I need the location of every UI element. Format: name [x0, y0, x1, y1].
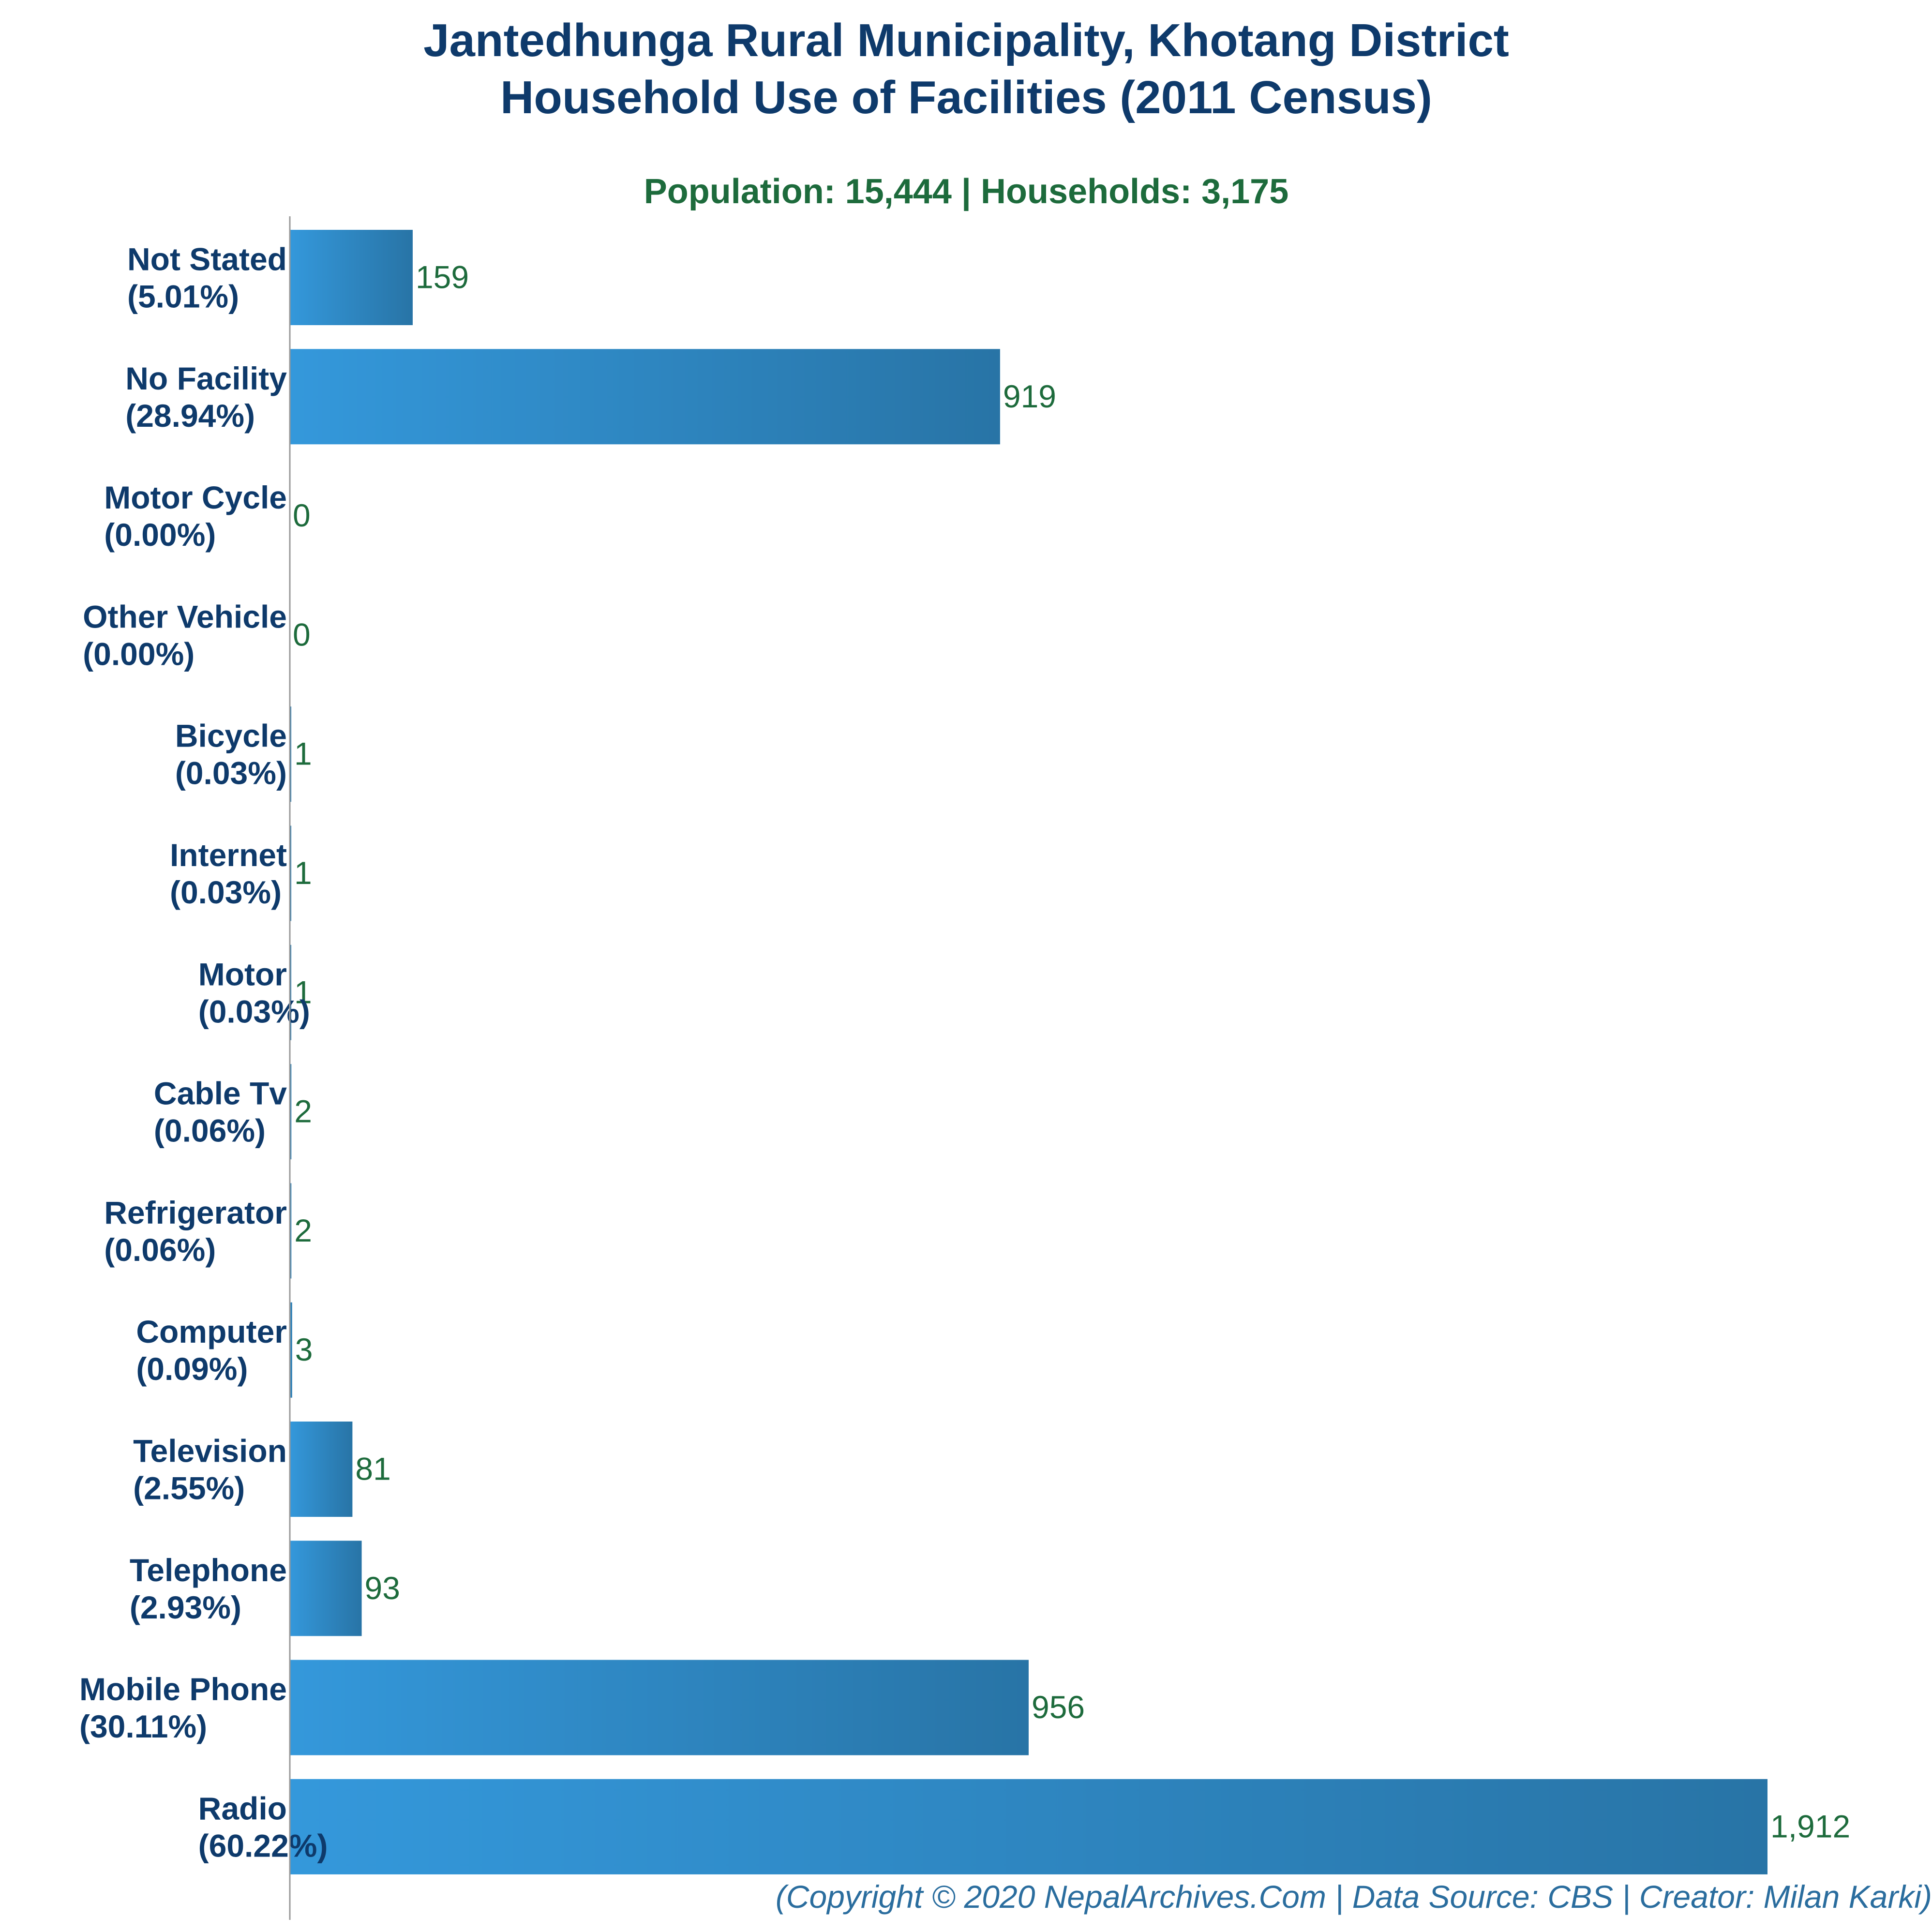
- bar-television: [290, 1422, 353, 1517]
- category-label: Bicycle: [175, 718, 287, 754]
- category-percent-label: (0.00%): [104, 517, 216, 553]
- category-label: No Facility: [125, 360, 287, 396]
- category-percent-label: (5.01%): [127, 279, 239, 315]
- category-percent-label: (0.00%): [83, 636, 195, 672]
- chart-subtitle: Population: 15,444 | Households: 3,175: [644, 172, 1289, 211]
- value-label: 1: [294, 974, 312, 1010]
- chart-title-line-2: Household Use of Facilities (2011 Census…: [500, 72, 1432, 123]
- category-percent-label: (2.93%): [130, 1589, 241, 1625]
- value-label: 2: [294, 1213, 312, 1248]
- bar-no-facility: [290, 349, 1000, 445]
- value-label: 0: [293, 497, 311, 533]
- bar-cable-tv: [290, 1064, 292, 1160]
- value-label: 0: [293, 616, 311, 652]
- category-percent-label: (0.09%): [136, 1351, 248, 1387]
- value-label: 919: [1003, 378, 1056, 414]
- category-label: Cable Tv: [154, 1076, 287, 1111]
- value-label: 159: [416, 259, 469, 295]
- category-percent-label: (60.22%): [198, 1827, 328, 1863]
- bar-computer: [290, 1302, 292, 1398]
- category-label: Mobile Phone: [79, 1671, 287, 1707]
- category-percent-label: (0.03%): [198, 993, 310, 1029]
- category-percent-label: (0.06%): [104, 1232, 216, 1268]
- bar-not-stated: [290, 230, 413, 325]
- category-label: Not Stated: [127, 241, 287, 277]
- bar-mobile-phone: [290, 1660, 1029, 1755]
- bar-telephone: [290, 1541, 362, 1636]
- chart-title-line-1: Jantedhunga Rural Municipality, Khotang …: [423, 15, 1509, 66]
- category-label: Refrigerator: [104, 1195, 287, 1230]
- category-label: Other Vehicle: [83, 599, 287, 634]
- value-label: 1: [294, 736, 312, 772]
- value-label: 2: [294, 1093, 312, 1129]
- value-label: 1,912: [1770, 1808, 1850, 1844]
- category-label: Internet: [170, 837, 287, 873]
- value-label: 93: [365, 1570, 400, 1606]
- category-label: Computer: [136, 1314, 287, 1349]
- category-label: Motor: [198, 956, 287, 992]
- value-label: 81: [355, 1451, 390, 1487]
- chart-footer: (Copyright © 2020 NepalArchives.Com | Da…: [776, 1879, 1932, 1916]
- category-label: Radio: [198, 1790, 287, 1826]
- category-label: Television: [133, 1433, 287, 1469]
- category-label: Motor Cycle: [104, 479, 287, 515]
- category-percent-label: (0.06%): [154, 1113, 266, 1149]
- category-percent-label: (0.03%): [170, 874, 282, 910]
- plot-area: 159 Not Stated(5.01%) 919 No Facility(28.94…: [79, 230, 1850, 1874]
- value-label: 956: [1032, 1689, 1085, 1725]
- category-percent-label: (28.94%): [125, 398, 255, 434]
- bar-refrigerator: [290, 1183, 292, 1279]
- category-percent-label: (30.11%): [79, 1708, 207, 1744]
- bar-radio: [290, 1779, 1767, 1874]
- category-percent-label: (2.55%): [133, 1470, 245, 1506]
- category-percent-label: (0.03%): [175, 755, 287, 791]
- value-label: 3: [295, 1332, 313, 1367]
- value-label: 1: [294, 855, 312, 891]
- category-label: Telephone: [130, 1552, 287, 1588]
